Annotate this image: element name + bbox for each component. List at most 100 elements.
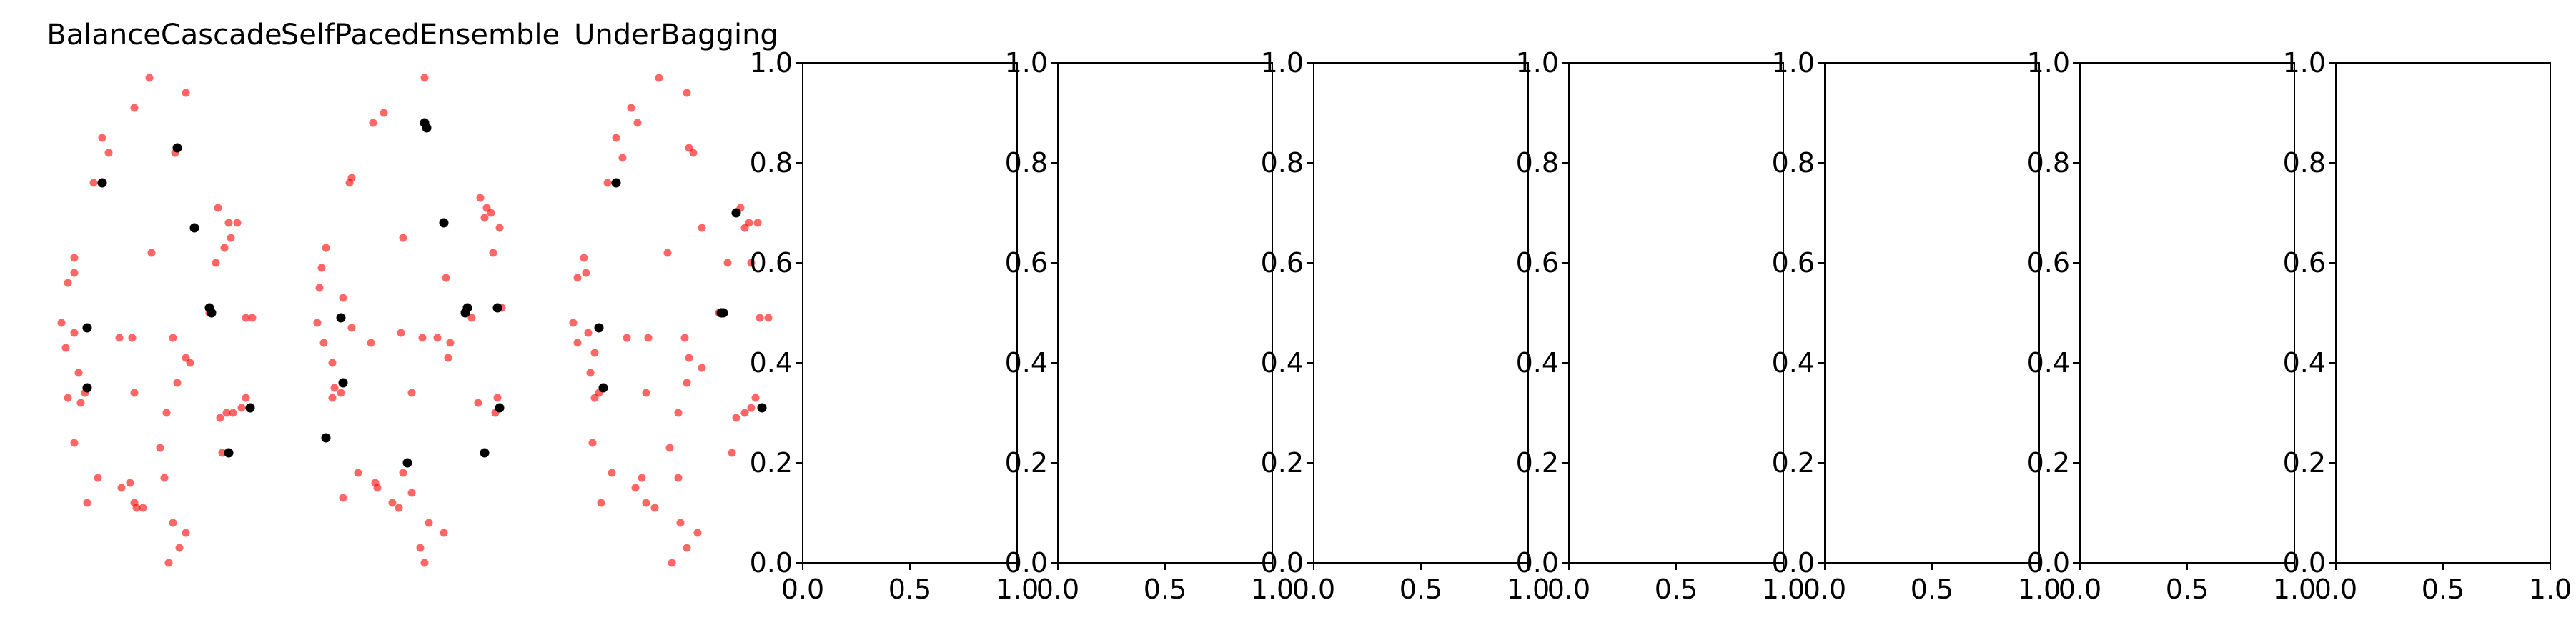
- majority-point: [723, 259, 732, 267]
- majority-point: [369, 119, 377, 127]
- minority-point: [338, 378, 348, 388]
- minority-point: [439, 218, 449, 228]
- majority-point: [115, 334, 124, 342]
- majority-point: [668, 559, 676, 567]
- majority-point: [685, 354, 693, 362]
- minority-point: [594, 323, 604, 333]
- minority-point: [716, 308, 726, 318]
- y-tick-label: 0.6: [1261, 247, 1304, 279]
- majority-point: [442, 274, 450, 282]
- majority-point: [173, 379, 182, 387]
- y-tick-label: 1.0: [2283, 47, 2326, 79]
- majority-point: [420, 559, 429, 567]
- majority-point: [674, 409, 683, 417]
- minority-point: [422, 123, 432, 133]
- majority-point: [347, 324, 356, 332]
- majority-point: [328, 394, 337, 402]
- majority-point: [130, 389, 139, 397]
- majority-point: [444, 354, 452, 362]
- majority-point: [425, 519, 433, 527]
- majority-point: [94, 474, 102, 482]
- majority-point: [169, 519, 177, 527]
- majority-point: [70, 329, 79, 337]
- majority-point: [627, 104, 635, 112]
- majority-point: [330, 384, 339, 392]
- y-tick-label: 0.0: [750, 547, 793, 579]
- x-tick-label: 0.5: [1144, 574, 1187, 605]
- x-tick-label: 0.0: [781, 574, 824, 605]
- majority-point: [580, 254, 588, 262]
- minority-point: [731, 208, 741, 218]
- subplot-1: BalanceCascade: [46, 19, 282, 567]
- y-tick-label: 1.0: [2027, 47, 2070, 79]
- majority-point: [623, 334, 631, 342]
- majority-point: [164, 559, 173, 567]
- y-tick-label: 0.2: [750, 447, 793, 479]
- majority-point: [655, 74, 663, 82]
- minority-point: [460, 308, 470, 318]
- x-tick-label: 1.0: [2018, 574, 2061, 605]
- y-tick-label: 0.4: [1772, 347, 1815, 379]
- y-tick-label: 0.0: [1516, 547, 1559, 579]
- majority-point: [319, 339, 328, 347]
- majority-point: [337, 389, 345, 397]
- y-tick-label: 0.8: [1516, 147, 1559, 179]
- majority-point: [665, 444, 674, 452]
- minority-point: [82, 383, 92, 393]
- majority-point: [407, 389, 416, 397]
- majority-point: [169, 334, 177, 342]
- majority-point: [61, 344, 70, 352]
- y-tick-label: 0.0: [2027, 547, 2070, 579]
- minority-point: [224, 448, 234, 458]
- subplot-5: 0.0 0.2 0.4 0.6 0.8 1.0 0.0 0.5 1.0: [1005, 47, 1294, 605]
- majority-point: [603, 179, 612, 187]
- y-tick-label: 0.4: [1005, 347, 1048, 379]
- majority-point: [582, 269, 590, 277]
- x-tick-label: 0.5: [1911, 574, 1953, 605]
- majority-point: [573, 274, 582, 282]
- majority-point: [732, 414, 740, 422]
- x-tick-label: 0.0: [1292, 574, 1335, 605]
- majority-point: [608, 469, 616, 477]
- majority-point: [399, 469, 407, 477]
- majority-point: [756, 314, 764, 322]
- majority-point: [399, 234, 407, 242]
- y-tick-label: 1.0: [1261, 47, 1304, 79]
- minority-point: [336, 313, 346, 323]
- majority-point: [175, 544, 184, 552]
- y-tick-label: 1.0: [1005, 47, 1048, 79]
- majority-point: [216, 414, 224, 422]
- majority-point: [322, 244, 330, 252]
- majority-point: [590, 394, 599, 402]
- majority-point: [126, 479, 134, 487]
- majority-point: [145, 74, 154, 82]
- majority-point: [433, 334, 442, 342]
- majority-point: [698, 224, 706, 232]
- x-tick-label: 0.5: [2422, 574, 2464, 605]
- majority-point: [89, 179, 98, 187]
- majority-point: [590, 349, 599, 357]
- y-tick-label: 0.0: [1261, 547, 1304, 579]
- majority-point: [440, 529, 448, 537]
- majority-point: [476, 194, 485, 202]
- x-tick-label: 1.0: [1762, 574, 1805, 605]
- majority-point: [642, 499, 650, 507]
- y-tick-label: 0.0: [1772, 547, 1815, 579]
- minority-point: [321, 433, 331, 443]
- majority-point: [182, 529, 190, 537]
- majority-point: [98, 134, 106, 142]
- minority-point: [757, 403, 767, 413]
- majority-point: [388, 499, 397, 507]
- y-tick-label: 0.2: [1005, 447, 1048, 479]
- x-tick-label: 1.0: [2273, 574, 2316, 605]
- y-tick-label: 0.6: [2283, 247, 2326, 279]
- x-tick-label: 0.0: [1547, 574, 1590, 605]
- majority-point: [618, 154, 627, 162]
- majority-point: [182, 89, 190, 97]
- y-tick-label: 0.2: [2283, 447, 2326, 479]
- majority-point: [139, 504, 147, 512]
- majority-point: [156, 444, 164, 452]
- majority-point: [420, 74, 429, 82]
